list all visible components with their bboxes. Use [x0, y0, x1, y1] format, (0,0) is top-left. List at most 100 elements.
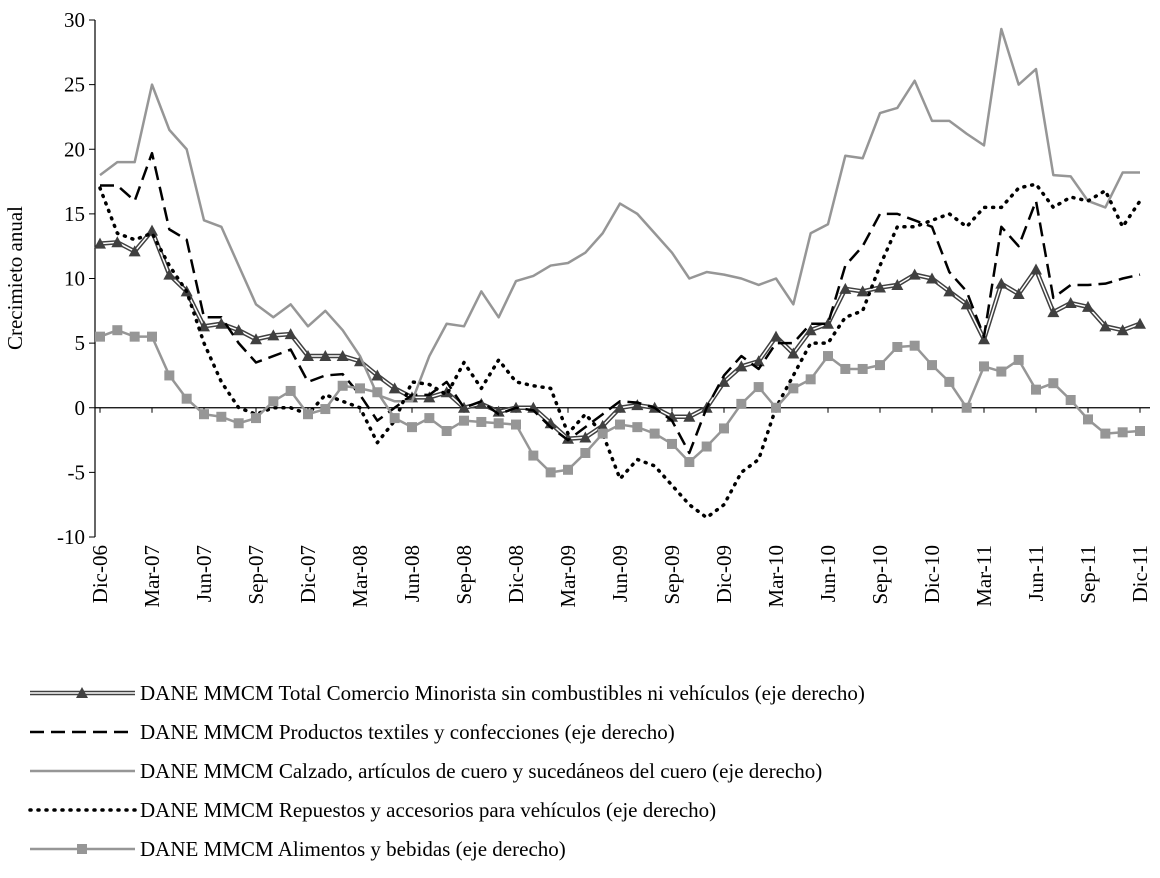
marker [251, 413, 261, 424]
marker [909, 340, 920, 351]
marker [1012, 288, 1025, 300]
marker [389, 413, 400, 424]
marker [805, 374, 816, 385]
marker [804, 324, 817, 336]
marker [268, 396, 279, 407]
marker [1134, 317, 1146, 329]
marker [579, 431, 592, 443]
marker [76, 687, 88, 698]
y-tick-label: 0 [75, 396, 86, 420]
marker [1117, 427, 1128, 438]
marker [753, 382, 764, 393]
y-axis-label: Crecimieto anual [3, 206, 27, 350]
marker [1116, 324, 1129, 336]
marker [355, 383, 365, 394]
marker [580, 447, 591, 458]
legend-label: DANE MMCM Calzado, artículos de cuero y … [140, 759, 822, 783]
x-tick-label: Mar-10 [764, 545, 788, 608]
marker [891, 278, 904, 290]
marker [146, 224, 158, 236]
marker [372, 387, 383, 398]
marker [302, 350, 314, 362]
marker [961, 402, 972, 413]
x-tick-label: Mar-09 [556, 545, 580, 608]
marker [770, 330, 782, 342]
series-line [99, 27, 1140, 403]
marker [198, 320, 210, 332]
marker [95, 331, 105, 342]
x-tick-label: Dic-07 [296, 545, 320, 603]
legend-label: DANE MMCM Total Comercio Minorista sin c… [140, 681, 865, 705]
marker [736, 398, 747, 409]
marker [475, 397, 488, 409]
x-tick-label: Dic-09 [712, 545, 736, 603]
marker [787, 347, 800, 359]
marker [459, 415, 469, 426]
x-tick-label: Mar-07 [140, 545, 164, 608]
marker [407, 422, 417, 433]
x-tick-label: Mar-08 [348, 545, 372, 608]
marker [164, 370, 175, 381]
marker [684, 457, 695, 468]
marker [752, 355, 765, 367]
marker [371, 369, 384, 381]
marker [94, 237, 106, 249]
marker [476, 416, 487, 427]
x-tick-label: Jun-07 [192, 545, 216, 602]
marker [995, 277, 1008, 289]
marker [875, 360, 885, 371]
marker [996, 366, 1007, 377]
marker [979, 361, 989, 372]
marker [1083, 414, 1093, 425]
marker [1064, 297, 1077, 309]
marker [111, 236, 124, 248]
marker [771, 402, 781, 413]
y-tick-label: 5 [75, 331, 86, 355]
legend-label: DANE MMCM Repuestos y accesorios para ve… [140, 798, 716, 822]
legend-label: DANE MMCM Productos textiles y confeccio… [140, 720, 675, 744]
marker [667, 438, 677, 449]
marker [892, 342, 903, 353]
marker [615, 419, 625, 430]
marker [267, 329, 280, 341]
marker [874, 281, 886, 293]
marker [441, 426, 452, 437]
y-tick-label: 25 [64, 73, 85, 97]
marker [493, 418, 504, 429]
marker [683, 410, 696, 422]
marker [406, 391, 418, 403]
marker [285, 385, 296, 396]
marker [1031, 384, 1041, 395]
series-line [100, 151, 1141, 455]
marker [823, 351, 833, 362]
series-line [98, 182, 1142, 520]
marker [1013, 354, 1024, 365]
x-tick-label: Sep-07 [244, 545, 268, 605]
marker [112, 325, 123, 336]
marker [1048, 378, 1059, 389]
marker [1082, 300, 1094, 312]
marker [181, 393, 192, 404]
x-tick-label: Sep-09 [660, 545, 684, 605]
y-tick-label: -10 [57, 525, 85, 549]
marker [632, 422, 643, 433]
marker [320, 404, 331, 415]
marker [563, 464, 573, 475]
marker [163, 268, 176, 280]
marker [511, 419, 521, 430]
x-tick-label: Jun-10 [816, 545, 840, 602]
x-tick-label: Dic-11 [1128, 545, 1152, 603]
marker [649, 428, 660, 439]
marker [1100, 428, 1111, 439]
x-tick-label: Sep-10 [868, 545, 892, 605]
marker [215, 317, 228, 329]
x-tick-label: Dic-06 [88, 545, 112, 603]
marker [336, 350, 349, 362]
marker [926, 272, 938, 284]
marker [1135, 426, 1145, 437]
marker [978, 333, 990, 345]
x-tick-label: Mar-11 [972, 545, 996, 607]
marker [857, 363, 868, 374]
y-tick-label: -5 [68, 460, 86, 484]
